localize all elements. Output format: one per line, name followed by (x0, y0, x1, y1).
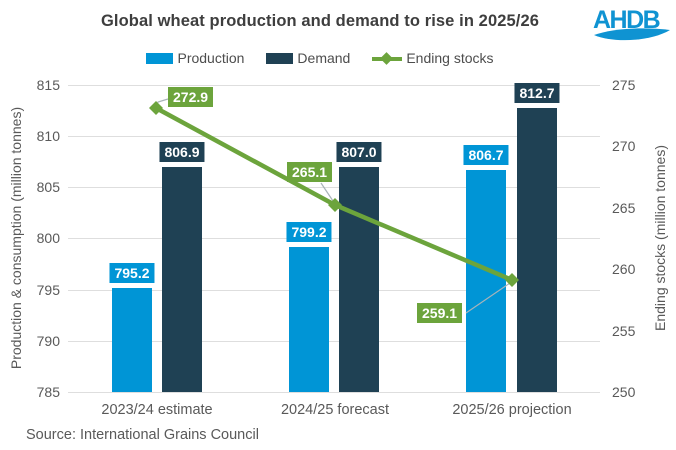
label-production-2023-24: 795.2 (109, 263, 155, 283)
left-tick-790: 790 (36, 333, 60, 349)
label-demand-2025-26: 812.7 (514, 83, 560, 103)
label-production-2025-26: 806.7 (463, 145, 509, 165)
right-tick-250: 250 (612, 384, 636, 400)
right-tick-255: 255 (612, 323, 636, 339)
legend: Production Demand Ending stocks (0, 50, 640, 66)
left-tick-805: 805 (36, 179, 60, 195)
gridline-795 (68, 290, 600, 291)
right-tick-275: 275 (612, 77, 636, 93)
legend-item-ending-stocks: Ending stocks (372, 50, 494, 66)
legend-item-demand: Demand (266, 50, 350, 66)
right-tick-260: 260 (612, 261, 636, 277)
ending-stocks-line-icon (372, 51, 403, 65)
left-tick-810: 810 (36, 128, 60, 144)
legend-label-production: Production (177, 50, 245, 66)
ending-stocks-marker-2023-24 (149, 101, 163, 115)
bar-demand-2025-26 (517, 108, 557, 392)
source-note: Source: International Grains Council (26, 427, 259, 443)
category-2023-24: 2023/24 estimate (101, 402, 213, 418)
bar-production-2025-26 (466, 170, 506, 392)
bar-demand-2023-24 (162, 167, 202, 392)
production-swatch-icon (146, 52, 174, 64)
category-2025-26: 2025/26 projection (452, 402, 572, 418)
label-demand-2024-25: 807.0 (336, 142, 382, 162)
left-tick-815: 815 (36, 77, 60, 93)
chart-title: Global wheat production and demand to ri… (100, 12, 540, 30)
gridline-790 (68, 341, 600, 342)
label-production-2024-25: 799.2 (286, 222, 332, 242)
right-axis-title: Ending stocks (million tonnes) (652, 145, 668, 331)
left-axis-title: Production & consumption (million tonnes… (8, 106, 24, 370)
gridline-785 (68, 392, 600, 393)
legend-label-demand: Demand (297, 50, 351, 66)
bar-production-2023-24 (112, 288, 152, 392)
right-tick-270: 270 (612, 138, 636, 154)
demand-swatch-icon (266, 52, 294, 64)
label-ending-stocks-2024-25: 265.1 (287, 162, 333, 182)
ending-stocks-line (154, 106, 513, 283)
left-tick-785: 785 (36, 384, 60, 400)
left-tick-800: 800 (36, 230, 60, 246)
right-tick-265: 265 (612, 200, 636, 216)
label-ending-stocks-2023-24: 272.9 (168, 87, 214, 107)
category-2024-25: 2024/25 forecast (280, 402, 390, 418)
bar-production-2024-25 (289, 247, 329, 392)
ahdb-logo-wave (594, 28, 670, 41)
label-demand-2023-24: 806.9 (159, 142, 205, 162)
gridline-815 (68, 85, 600, 86)
ahdb-logo: AHDB (593, 6, 670, 41)
left-tick-795: 795 (36, 282, 60, 298)
label-ending-stocks-2025-26: 259.1 (417, 303, 463, 323)
bar-demand-2024-25 (339, 167, 379, 392)
leader-line-272-9 (155, 98, 169, 108)
legend-label-ending-stocks: Ending stocks (406, 50, 494, 66)
legend-item-production: Production (146, 50, 244, 66)
